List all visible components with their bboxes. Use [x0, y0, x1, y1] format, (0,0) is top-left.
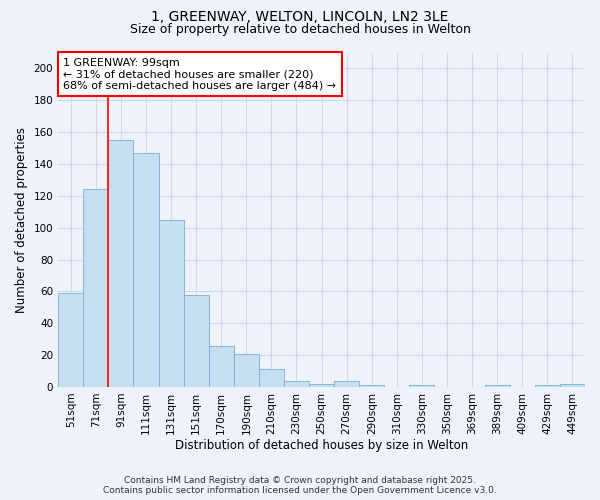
Bar	[158, 220, 184, 387]
Bar	[334, 380, 359, 387]
Bar	[234, 354, 259, 387]
Text: Size of property relative to detached houses in Welton: Size of property relative to detached ho…	[130, 22, 470, 36]
Bar	[560, 384, 585, 387]
Bar	[184, 294, 209, 387]
Y-axis label: Number of detached properties: Number of detached properties	[15, 126, 28, 312]
Bar	[284, 380, 309, 387]
Text: 1, GREENWAY, WELTON, LINCOLN, LN2 3LE: 1, GREENWAY, WELTON, LINCOLN, LN2 3LE	[151, 10, 449, 24]
Bar	[109, 140, 133, 387]
Bar	[83, 190, 109, 387]
Bar	[133, 153, 158, 387]
Text: Contains HM Land Registry data © Crown copyright and database right 2025.
Contai: Contains HM Land Registry data © Crown c…	[103, 476, 497, 495]
Bar	[359, 386, 385, 387]
Text: 1 GREENWAY: 99sqm
← 31% of detached houses are smaller (220)
68% of semi-detache: 1 GREENWAY: 99sqm ← 31% of detached hous…	[64, 58, 337, 90]
Bar	[535, 386, 560, 387]
Bar	[309, 384, 334, 387]
Bar	[409, 386, 434, 387]
Bar	[485, 386, 510, 387]
Bar	[259, 370, 284, 387]
Bar	[209, 346, 234, 387]
Bar	[58, 293, 83, 387]
X-axis label: Distribution of detached houses by size in Welton: Distribution of detached houses by size …	[175, 440, 468, 452]
